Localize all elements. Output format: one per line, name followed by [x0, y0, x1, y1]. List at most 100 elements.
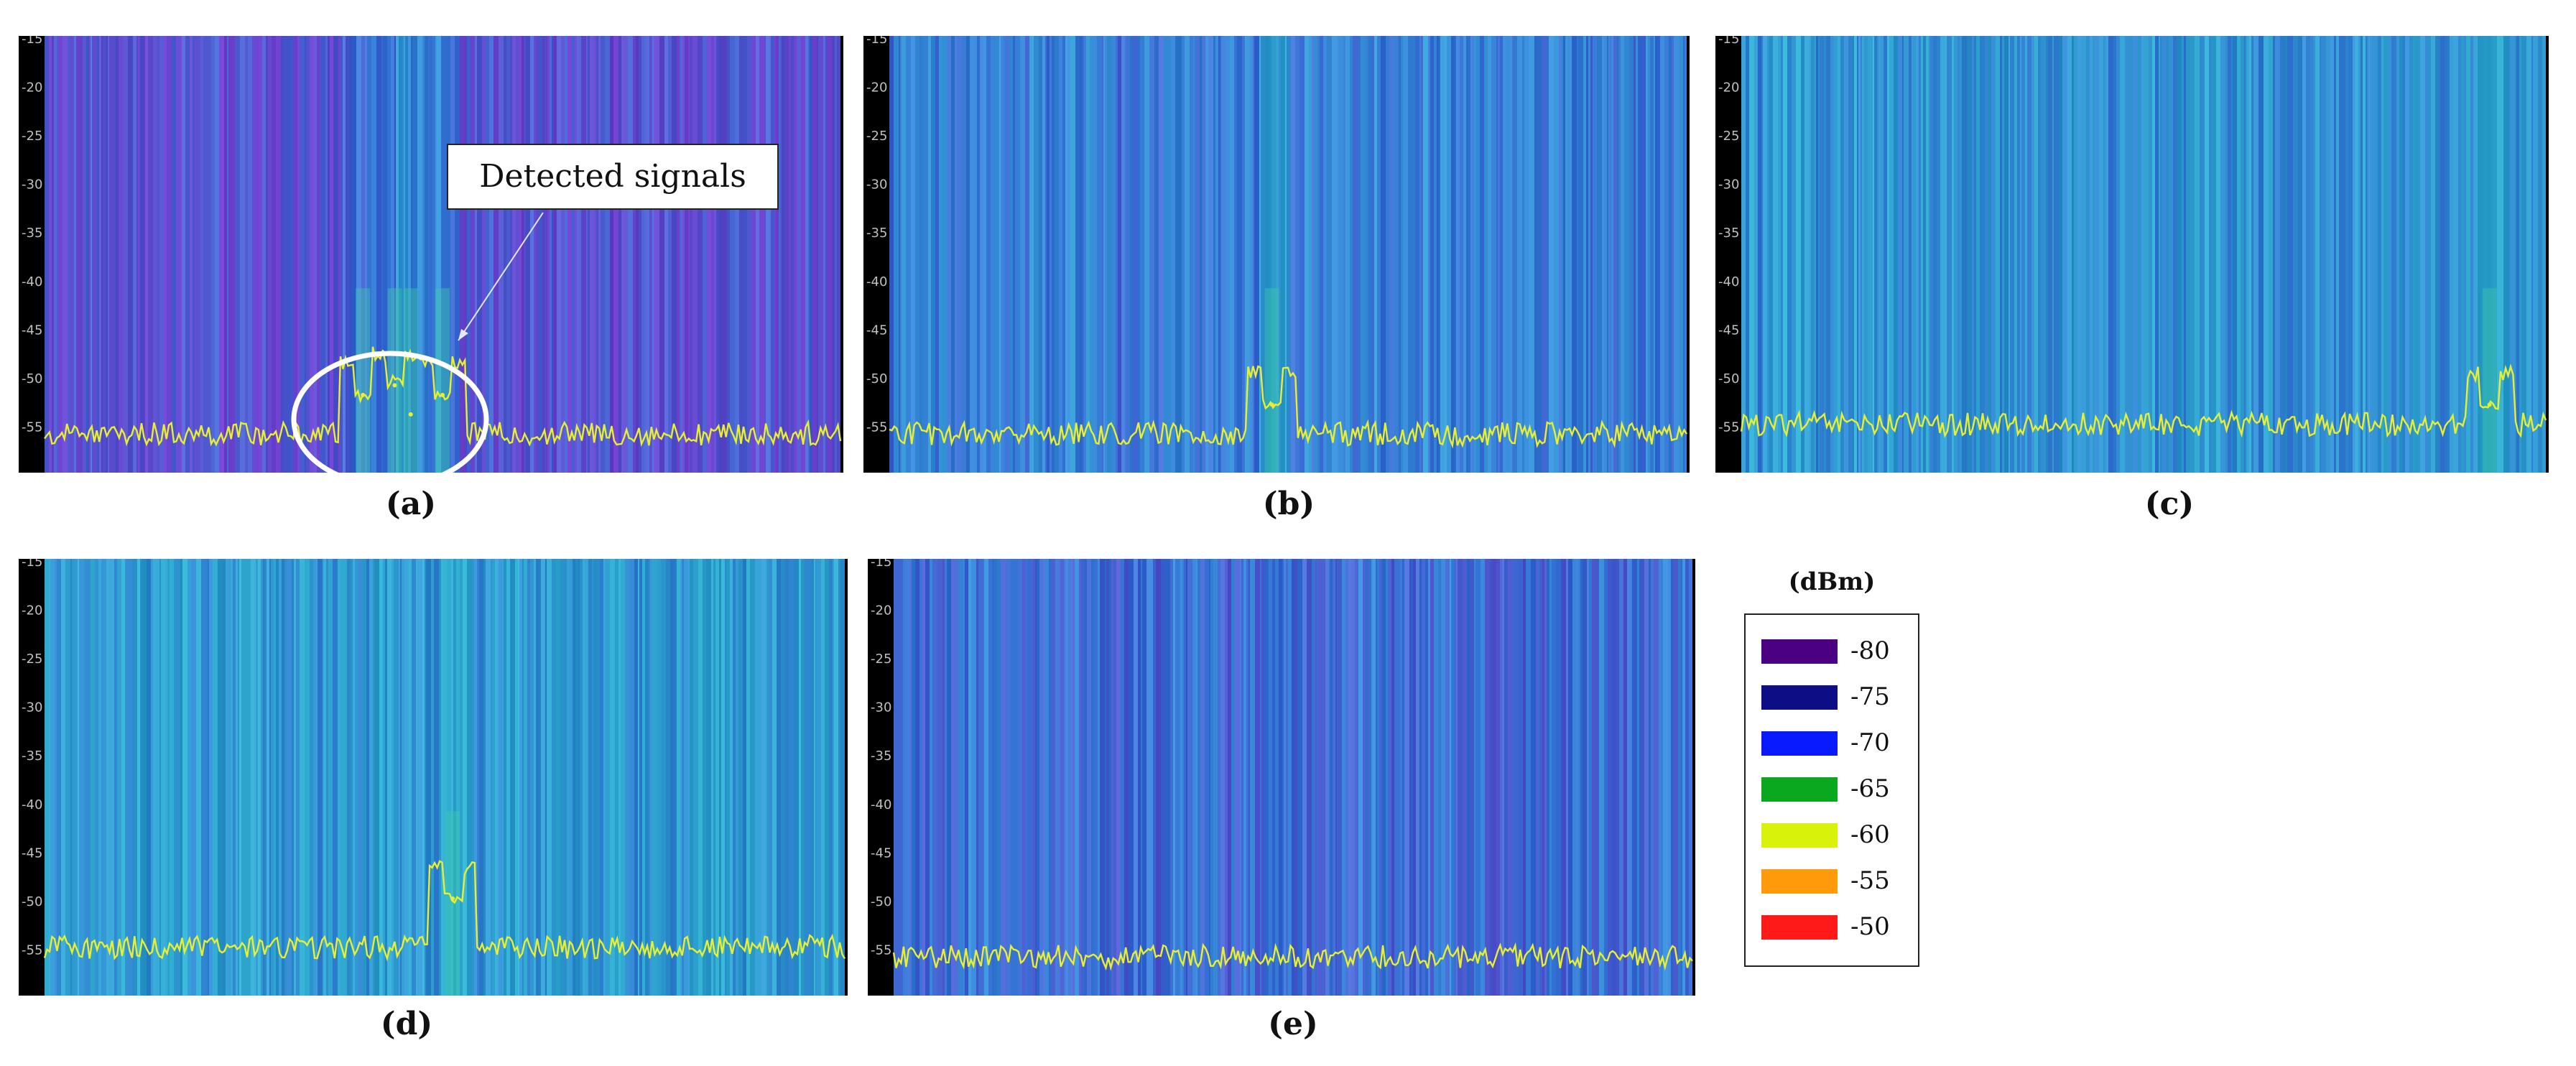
waterfall-stripe: [269, 559, 271, 996]
waterfall-stripe: [1816, 36, 1818, 473]
y-tick-label: -20: [866, 80, 887, 96]
waterfall-stripe: [930, 559, 932, 996]
waterfall-stripe: [997, 559, 1001, 996]
waterfall-stripe: [193, 36, 195, 473]
legend-title: (dBm): [1788, 567, 1876, 596]
waterfall-stripe: [557, 36, 561, 473]
waterfall-stripe: [964, 36, 966, 473]
waterfall-stripe: [455, 36, 460, 473]
waterfall-stripe: [447, 559, 451, 996]
waterfall-stripe: [1912, 36, 1913, 473]
waterfall-stripe: [2149, 36, 2152, 473]
y-tick-label: -45: [22, 845, 42, 861]
waterfall-stripe: [1130, 36, 1133, 473]
waterfall-stripe: [2054, 36, 2059, 473]
waterfall-stripe: [1597, 36, 1602, 473]
waterfall-stripe: [1646, 36, 1648, 473]
legend-label: -75: [1850, 682, 1890, 711]
waterfall-stripe: [552, 36, 553, 473]
waterfall-stripe: [300, 559, 305, 996]
waterfall-stripe: [154, 559, 159, 996]
waterfall-stripe: [600, 559, 603, 996]
waterfall-stripe: [605, 36, 610, 473]
waterfall-stripe: [2027, 36, 2031, 473]
waterfall-stripe: [1401, 36, 1403, 473]
waterfall-stripe: [1394, 559, 1398, 996]
waterfall-stripe: [1937, 36, 1940, 473]
waterfall-stripe: [1279, 36, 1281, 473]
waterfall-stripe: [1415, 36, 1419, 473]
waterfall-stripe: [1116, 36, 1118, 473]
waterfall-stripe: [756, 36, 759, 473]
spectrogram-panel-e: -15 -20 -25 -30 -35 -40 -45 -50 -55: [868, 559, 1695, 996]
waterfall-stripe: [738, 559, 743, 996]
waterfall-stripe: [1186, 559, 1187, 996]
waterfall-stripe: [59, 559, 61, 996]
waterfall-stripe: [246, 559, 251, 996]
waterfall-stripe: [1398, 36, 1399, 473]
waterfall-stripe: [1671, 559, 1673, 996]
signal-peak: [2487, 402, 2492, 407]
waterfall-stripe: [422, 559, 425, 996]
y-tick-label: -40: [22, 274, 42, 289]
waterfall-stripe: [1042, 36, 1045, 473]
waterfall-stripe: [1456, 36, 1460, 473]
waterfall-stripe: [1472, 36, 1474, 473]
waterfall-stripe: [692, 36, 698, 473]
waterfall-stripe: [236, 559, 238, 996]
waterfall-stripe: [2074, 36, 2077, 473]
waterfall-stripe: [1255, 559, 1260, 996]
waterfall-stripe: [323, 559, 324, 996]
waterfall-stripe: [443, 559, 447, 996]
waterfall-stripe: [426, 559, 431, 996]
waterfall-stripe: [1815, 36, 1816, 473]
waterfall-stripe: [785, 559, 789, 996]
waterfall-stripe: [1575, 559, 1579, 996]
waterfall-stripe: [1500, 36, 1503, 473]
waterfall-stripe: [1398, 559, 1400, 996]
waterfall-stripe: [2348, 36, 2353, 473]
waterfall-stripe: [703, 36, 707, 473]
waterfall-stripe: [573, 559, 575, 996]
waterfall-stripe: [70, 559, 72, 996]
waterfall-stripe: [506, 36, 510, 473]
waterfall-stripe: [925, 559, 930, 996]
waterfall-stripe: [1579, 559, 1580, 996]
waterfall-stripe: [2108, 36, 2113, 473]
plot-right-edge: [845, 559, 848, 996]
waterfall-stripe: [1632, 559, 1637, 996]
waterfall-stripe: [2287, 36, 2289, 473]
waterfall-stripe: [711, 559, 713, 996]
waterfall-stripe: [397, 559, 399, 996]
waterfall-stripe: [200, 36, 203, 473]
waterfall-stripe: [1531, 559, 1536, 996]
waterfall-stripe: [328, 36, 330, 473]
waterfall-stripe: [1218, 36, 1220, 473]
waterfall-stripe: [668, 36, 672, 473]
waterfall-stripe: [2428, 36, 2431, 473]
waterfall-stripe: [1540, 559, 1542, 996]
waterfall-stripe: [1404, 559, 1409, 996]
waterfall-stripe: [159, 36, 164, 473]
waterfall-stripe: [550, 36, 552, 473]
waterfall-stripe: [2021, 36, 2025, 473]
waterfall-stripe: [965, 559, 968, 996]
waterfall-stripe: [177, 559, 180, 996]
waterfall-stripe: [1685, 559, 1689, 996]
waterfall-stripe: [316, 559, 318, 996]
waterfall-stripe: [317, 36, 320, 473]
waterfall-stripe: [2450, 36, 2453, 473]
waterfall-stripe: [789, 36, 791, 473]
waterfall-stripe: [1537, 36, 1542, 473]
legend-item: -75: [1761, 682, 1912, 711]
waterfall-stripe: [75, 559, 78, 996]
waterfall-stripe: [2182, 36, 2184, 473]
waterfall-stripe: [1374, 36, 1377, 473]
waterfall-stripe: [1868, 36, 1873, 473]
waterfall-stripe: [274, 559, 276, 996]
waterfall-stripe: [1388, 559, 1391, 996]
waterfall-stripe: [2144, 36, 2149, 473]
waterfall-stripe: [147, 559, 151, 996]
waterfall-stripe: [719, 36, 722, 473]
waterfall-stripe: [483, 559, 486, 996]
